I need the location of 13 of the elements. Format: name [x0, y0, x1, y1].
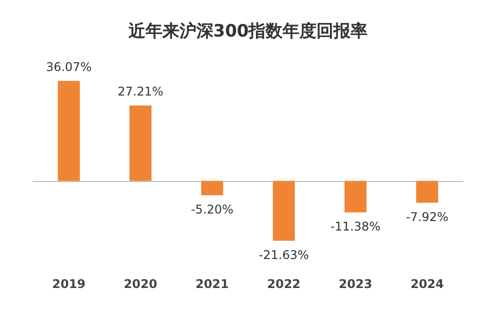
x-tick-label: 2021 [195, 277, 229, 291]
x-tick-label: 2019 [52, 277, 86, 291]
x-tick-label: 2020 [124, 277, 158, 291]
x-tick-label: 2024 [410, 277, 444, 291]
x-tick-label: 2022 [267, 277, 301, 291]
data-label: -11.38% [330, 219, 381, 234]
data-label: -5.20% [190, 202, 234, 216]
data-label: -7.92% [406, 210, 448, 224]
data-label: -21.63% [258, 248, 309, 262]
chart-title: 近年来沪深300指数年度回报率 [127, 22, 368, 42]
data-label: 27.21% [118, 84, 164, 98]
x-tick-label: 2023 [338, 277, 372, 291]
data-label: 36.07% [46, 60, 92, 74]
